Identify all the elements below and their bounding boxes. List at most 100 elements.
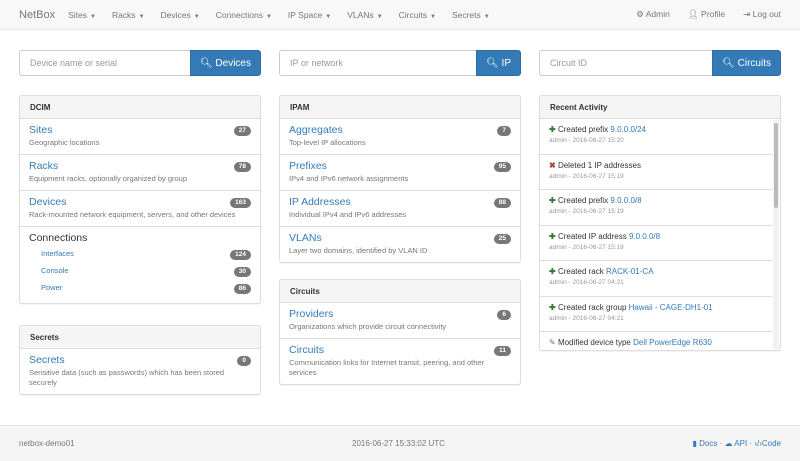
activity-item: ✚ Created rack RACK-01-CA admin - 2016-06…: [540, 261, 772, 297]
activity-text: Created prefix: [557, 125, 609, 134]
circuits-panel: Circuits Providers 6 Organizations which p…: [279, 279, 521, 385]
code-label: Code: [761, 439, 781, 448]
menu-label: Racks: [111, 9, 136, 20]
count-badge: 124: [230, 250, 251, 260]
item-link[interactable]: Racks: [29, 160, 59, 172]
logout-label: Log out: [752, 9, 781, 19]
gear-icon: ⚙: [636, 9, 644, 19]
item-description: Communication links for Internet transit…: [289, 358, 485, 377]
activity-link[interactable]: Hawaii - CAGE-DH1-01: [628, 302, 713, 312]
code-icon: ‹/›: [754, 439, 762, 448]
circuit-search-button[interactable]: 🔍︎ Circuits: [712, 50, 781, 76]
remove-icon: ✖: [549, 160, 556, 170]
menu-connections[interactable]: Connections ▼: [216, 10, 272, 20]
item-title: Connections: [29, 232, 88, 244]
activity-meta: admin - 2016-06-27 15:18: [549, 243, 624, 251]
menu-label: Secrets: [451, 9, 481, 20]
plus-icon: ✚: [549, 267, 556, 276]
recent-activity-panel: Recent Activity ✚ Created prefix 9.0.0.0…: [539, 95, 781, 351]
circuit-search: 🔍︎ Circuits: [539, 50, 781, 76]
item-link[interactable]: Sites: [29, 124, 53, 136]
count-badge: 6: [497, 310, 511, 320]
menu-racks[interactable]: Racks ▼: [112, 10, 145, 20]
item-link[interactable]: Circuits: [289, 344, 325, 356]
activity-item: ✚ Created IP address 9.0.0.0/8 admin - 20…: [540, 226, 772, 261]
ip-search-button[interactable]: 🔍︎ IP: [476, 50, 521, 76]
caret-icon: ▼: [429, 13, 436, 20]
activity-meta: admin - 2016-06-27 15:20: [549, 137, 624, 144]
count-badge: 25: [493, 234, 511, 244]
activity-meta: admin - 2016-06-27 15:19: [549, 208, 624, 215]
item-link[interactable]: VLANs: [289, 232, 322, 244]
menu-secrets[interactable]: Secrets ▼: [452, 10, 490, 20]
item-link[interactable]: Console: [41, 266, 69, 275]
plus-icon: ✚: [549, 196, 556, 205]
item-description: Organizations which provide circuit conn…: [289, 322, 447, 331]
api-link[interactable]: ☁ API: [724, 439, 747, 448]
menu-vlans[interactable]: VLANs ▼: [347, 10, 382, 20]
ip-search-input[interactable]: [279, 50, 477, 76]
scrollbar-thumb[interactable]: [774, 123, 778, 208]
activity-link[interactable]: 9.0.0.0/24: [610, 125, 647, 134]
brand-logo[interactable]: NetBox: [19, 8, 56, 21]
item-link[interactable]: Interfaces: [41, 249, 74, 258]
item-description: Sensitive data (such as passwords) which…: [29, 368, 225, 387]
sub-item-console: Console 30: [29, 263, 251, 280]
activity-item: ✖ Deleted 1 IP addresses admin - 2016-06-…: [540, 155, 772, 190]
menu-label: Devices: [160, 9, 191, 20]
item-link[interactable]: Providers: [289, 308, 334, 320]
item-link[interactable]: Secrets: [29, 354, 65, 366]
count-badge: 163: [230, 198, 251, 208]
activity-item: ✚ Created prefix 9.0.0.0/8 admin - 2016-0…: [540, 190, 772, 226]
list-item-vlans: VLANs 25 Layer two domains, identified by …: [280, 227, 520, 262]
item-description: Top-level IP allocations: [289, 138, 366, 147]
activity-link[interactable]: 9.0.0.0/8: [628, 231, 661, 241]
api-label: API: [734, 439, 748, 448]
device-search-button[interactable]: 🔍︎ Devices: [189, 50, 261, 76]
item-link[interactable]: Power: [41, 283, 63, 292]
activity-meta: admin - 2016-06-27 04:21: [549, 279, 624, 286]
item-link[interactable]: Prefixes: [289, 160, 327, 172]
pencil-icon: ✎: [549, 338, 556, 347]
user-icon: 👤︎: [687, 9, 699, 19]
item-link[interactable]: Devices: [29, 196, 67, 208]
activity-meta: admin - 2016-06-27 04:21: [549, 314, 624, 322]
activity-scrollbar[interactable]: [773, 120, 779, 349]
activity-link[interactable]: 9.0.0.0/8: [610, 196, 642, 205]
circuit-search-input[interactable]: [539, 50, 713, 76]
activity-link[interactable]: RACK-01-CA: [605, 267, 654, 276]
device-search: 🔍︎ Devices: [19, 50, 261, 76]
admin-link[interactable]: ⚙ Admin: [636, 9, 670, 20]
count-badge: 78: [233, 162, 251, 172]
panel-heading: DCIM: [20, 96, 260, 119]
menu-circuits[interactable]: Circuits ▼: [399, 10, 436, 20]
hostname: netbox-demo01: [19, 439, 75, 448]
footer: netbox-demo01 2016-06-27 15:33:02 UTC ▮ …: [0, 425, 800, 461]
menu-ip-space[interactable]: IP Space ▼: [288, 10, 331, 20]
activity-text: Created rack: [557, 267, 604, 276]
panel-heading: IPAM: [280, 96, 520, 119]
docs-link[interactable]: ▮ Docs: [692, 439, 717, 448]
item-link[interactable]: Aggregates: [289, 124, 343, 136]
count-badge: 30: [233, 267, 251, 277]
search-icon: 🔍︎: [199, 57, 213, 69]
profile-link[interactable]: 👤︎ Profile: [688, 9, 725, 20]
list-item-racks: Racks 78 Equipment racks, optionally organ…: [20, 155, 260, 191]
code-link[interactable]: ‹/›Code: [754, 439, 781, 448]
menu-label: VLANs: [347, 9, 374, 20]
navbar: NetBox Sites ▼ Racks ▼ Devices ▼ Connection…: [0, 0, 800, 30]
dcim-panel: DCIM Sites 27 Geographic locations Racks 78…: [19, 95, 261, 304]
list-item-sites: Sites 27 Geographic locations: [20, 119, 260, 155]
caret-icon: ▼: [376, 13, 383, 20]
activity-link[interactable]: Dell PowerEdge R630: [633, 338, 712, 347]
list-item-ip-addresses: IP Addresses 88 Individual IPv4 and IPv6 a…: [280, 191, 520, 227]
menu-sites[interactable]: Sites ▼: [68, 10, 96, 20]
device-search-input[interactable]: [19, 50, 190, 76]
server-time: 2016-06-27 15:33:02 UTC: [352, 439, 445, 448]
logout-link[interactable]: ⇥ Log out: [743, 9, 781, 20]
item-description: Rack-mounted network equipment, servers,…: [29, 210, 236, 219]
sub-item-interfaces: Interfaces 124: [29, 246, 251, 263]
caret-icon: ▼: [483, 13, 490, 20]
item-link[interactable]: IP Addresses: [289, 196, 351, 208]
menu-devices[interactable]: Devices ▼: [161, 10, 200, 20]
